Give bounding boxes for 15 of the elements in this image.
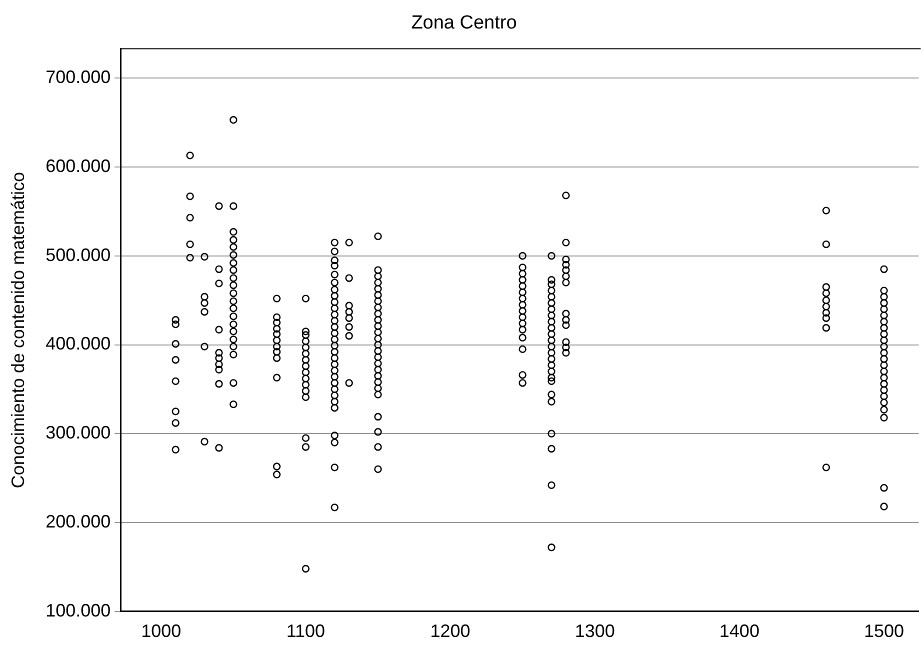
x-tick-label: 1500	[864, 621, 904, 642]
y-axis-title: Conocimiento de contenido matemático	[8, 172, 28, 488]
y-tick-label: 600.000	[46, 156, 111, 176]
y-tick-label: 200.000	[46, 511, 111, 532]
x-tick-label: 1400	[719, 621, 760, 642]
y-tick-label: 300.000	[46, 422, 111, 443]
y-tick-label: 500.000	[46, 244, 111, 265]
x-tick-label: 1100	[286, 621, 326, 642]
x-tick-label: 1000	[141, 621, 182, 642]
x-tick-label: 1300	[574, 621, 615, 642]
x-tick-label: 1200	[430, 621, 470, 642]
y-tick-label: 700.000	[46, 67, 111, 88]
y-tick-label: 400.000	[46, 334, 111, 354]
y-tick-label: 100.000	[46, 600, 111, 620]
chart-title: Zona Centro	[411, 12, 517, 34]
